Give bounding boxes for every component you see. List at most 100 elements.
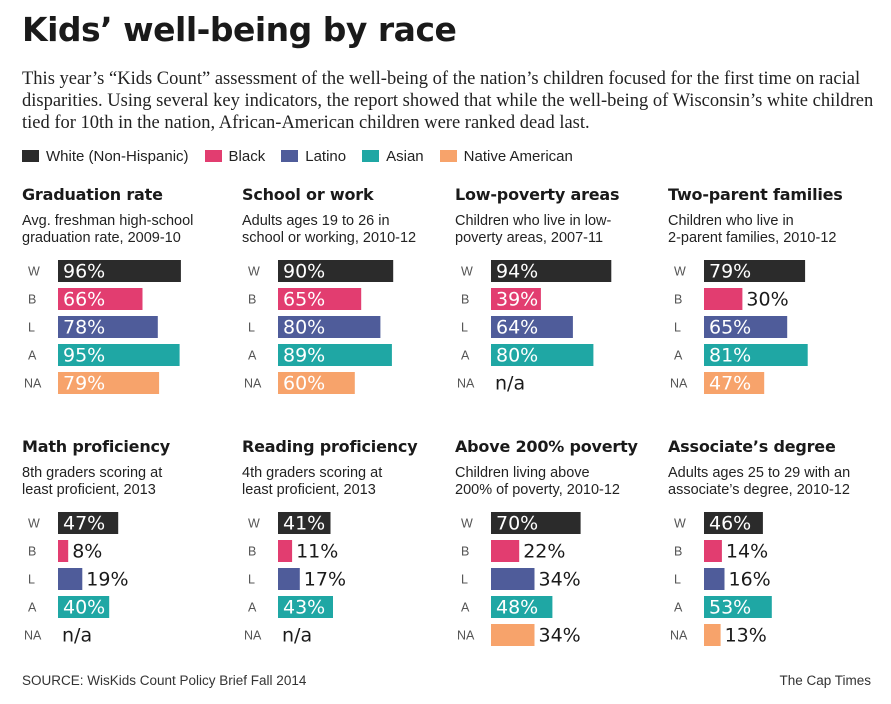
data-label: 13% xyxy=(725,625,767,647)
chart-svg: W 79% B 30% L 65% A 81% NA 47% xyxy=(670,260,808,395)
chart-svg: W 94% B 39% L 64% A 80% NA n/a xyxy=(457,260,612,395)
data-label: 80% xyxy=(496,345,538,367)
data-label: 80% xyxy=(283,317,325,339)
bar xyxy=(491,260,612,282)
panel-subtitle: Avg. freshman high-school graduation rat… xyxy=(22,213,194,246)
bar-chart: W 70% B 22% L 34% A 48% NA 34% xyxy=(455,509,660,657)
bar-chart: W 90% B 65% L 80% A 89% NA 60% xyxy=(242,257,447,405)
legend-swatch xyxy=(362,150,380,162)
panel-title: Associate’s degree xyxy=(668,437,836,456)
panel-math-proficiency: Math proficiency 8th graders scoring at … xyxy=(22,437,227,647)
panel-graduation-rate: Graduation rate Avg. freshman high-schoo… xyxy=(22,185,227,395)
legend-item-asian: Asian xyxy=(362,148,424,165)
panel-title: School or work xyxy=(242,185,374,204)
row-label: W xyxy=(674,517,686,531)
panel-subtitle: Children living above 200% of poverty, 2… xyxy=(455,465,620,498)
row-label: B xyxy=(248,293,256,307)
bar xyxy=(278,344,392,366)
legend-swatch xyxy=(281,150,299,162)
row-label: NA xyxy=(244,377,262,391)
bar xyxy=(58,344,180,366)
panel-subtitle: 4th graders scoring at least proficient,… xyxy=(242,465,383,498)
bar-chart: W 41% B 11% L 17% A 43% NA n/a xyxy=(242,509,447,657)
bar xyxy=(58,512,119,534)
legend-swatch xyxy=(22,150,39,162)
legend-label: Asian xyxy=(386,147,424,165)
data-label: 96% xyxy=(63,261,105,283)
row-label: NA xyxy=(457,377,475,391)
data-label: n/a xyxy=(62,625,92,647)
bar xyxy=(704,372,765,394)
data-label: 39% xyxy=(496,289,538,311)
legend-swatch xyxy=(204,150,222,162)
bar xyxy=(491,624,535,646)
data-label: 60% xyxy=(283,373,325,395)
panel-title: Low-poverty areas xyxy=(455,185,620,204)
chart-svg: W 70% B 22% L 34% A 48% NA 34% xyxy=(457,512,581,647)
data-label: 78% xyxy=(63,317,105,339)
bar xyxy=(278,288,362,310)
row-label: L xyxy=(248,573,255,587)
bar xyxy=(704,624,721,646)
row-label: W xyxy=(461,517,473,531)
panel-two-parent-families: Two-parent families Children who live in… xyxy=(668,185,873,395)
data-label: 46% xyxy=(709,513,751,535)
data-label: 90% xyxy=(283,261,325,283)
bar xyxy=(278,540,293,562)
row-label: NA xyxy=(24,629,42,643)
panel-title: Graduation rate xyxy=(22,185,163,204)
panel-subtitle: Children who live in low- poverty areas,… xyxy=(455,213,612,246)
data-label: 94% xyxy=(496,261,538,283)
data-label: n/a xyxy=(282,625,312,647)
row-label: NA xyxy=(24,377,42,391)
bar xyxy=(704,288,743,310)
legend-label: White (Non-Hispanic) xyxy=(46,147,189,165)
row-label: W xyxy=(28,517,40,531)
bar xyxy=(278,512,331,534)
data-label: 64% xyxy=(496,317,538,339)
panel-subtitle: Adults ages 25 to 29 with an associate’s… xyxy=(668,465,851,498)
bar xyxy=(58,316,158,338)
panel-title: Two-parent families xyxy=(668,185,843,204)
row-label: B xyxy=(674,545,682,559)
data-label: 65% xyxy=(709,317,751,339)
row-label: W xyxy=(248,265,260,279)
panel-reading-proficiency: Reading proficiency 4th graders scoring … xyxy=(242,437,447,647)
panel-title: Math proficiency xyxy=(22,437,171,456)
bar-chart: W 46% B 14% L 16% A 53% NA 13% xyxy=(668,509,873,657)
row-label: NA xyxy=(457,629,475,643)
bar xyxy=(491,596,553,618)
legend-item-latino: Latino xyxy=(281,148,346,165)
row-label: W xyxy=(674,265,686,279)
bar xyxy=(491,540,520,562)
row-label: A xyxy=(461,601,470,615)
data-label: 22% xyxy=(523,541,565,563)
data-label: 19% xyxy=(86,569,128,591)
row-label: L xyxy=(28,321,35,335)
row-label: B xyxy=(674,293,682,307)
legend-item-white: White (Non-Hispanic) xyxy=(22,148,189,165)
row-label: A xyxy=(674,601,683,615)
bar xyxy=(278,372,355,394)
data-label: 34% xyxy=(539,625,581,647)
bar xyxy=(58,260,181,282)
bar-chart: W 96% B 66% L 78% A 95% NA 79% xyxy=(22,257,227,405)
data-label: 95% xyxy=(63,345,105,367)
data-label: 53% xyxy=(709,597,751,619)
row-label: B xyxy=(461,293,469,307)
bar xyxy=(704,344,808,366)
row-label: L xyxy=(674,321,681,335)
bar xyxy=(704,512,763,534)
row-label: NA xyxy=(670,629,688,643)
data-label: 79% xyxy=(63,373,105,395)
chart-svg: W 47% B 8% L 19% A 40% NA n/a xyxy=(24,512,129,647)
legend-swatch xyxy=(439,150,457,162)
panel-subtitle: 8th graders scoring at least proficient,… xyxy=(22,465,163,498)
legend-item-native-american: Native American xyxy=(439,148,573,165)
legend: White (Non-Hispanic) Black Latino Asian … xyxy=(22,146,589,166)
row-label: L xyxy=(461,321,468,335)
panel-title: Reading proficiency xyxy=(242,437,418,456)
row-label: L xyxy=(461,573,468,587)
row-label: B xyxy=(28,293,36,307)
data-label: 47% xyxy=(63,513,105,535)
